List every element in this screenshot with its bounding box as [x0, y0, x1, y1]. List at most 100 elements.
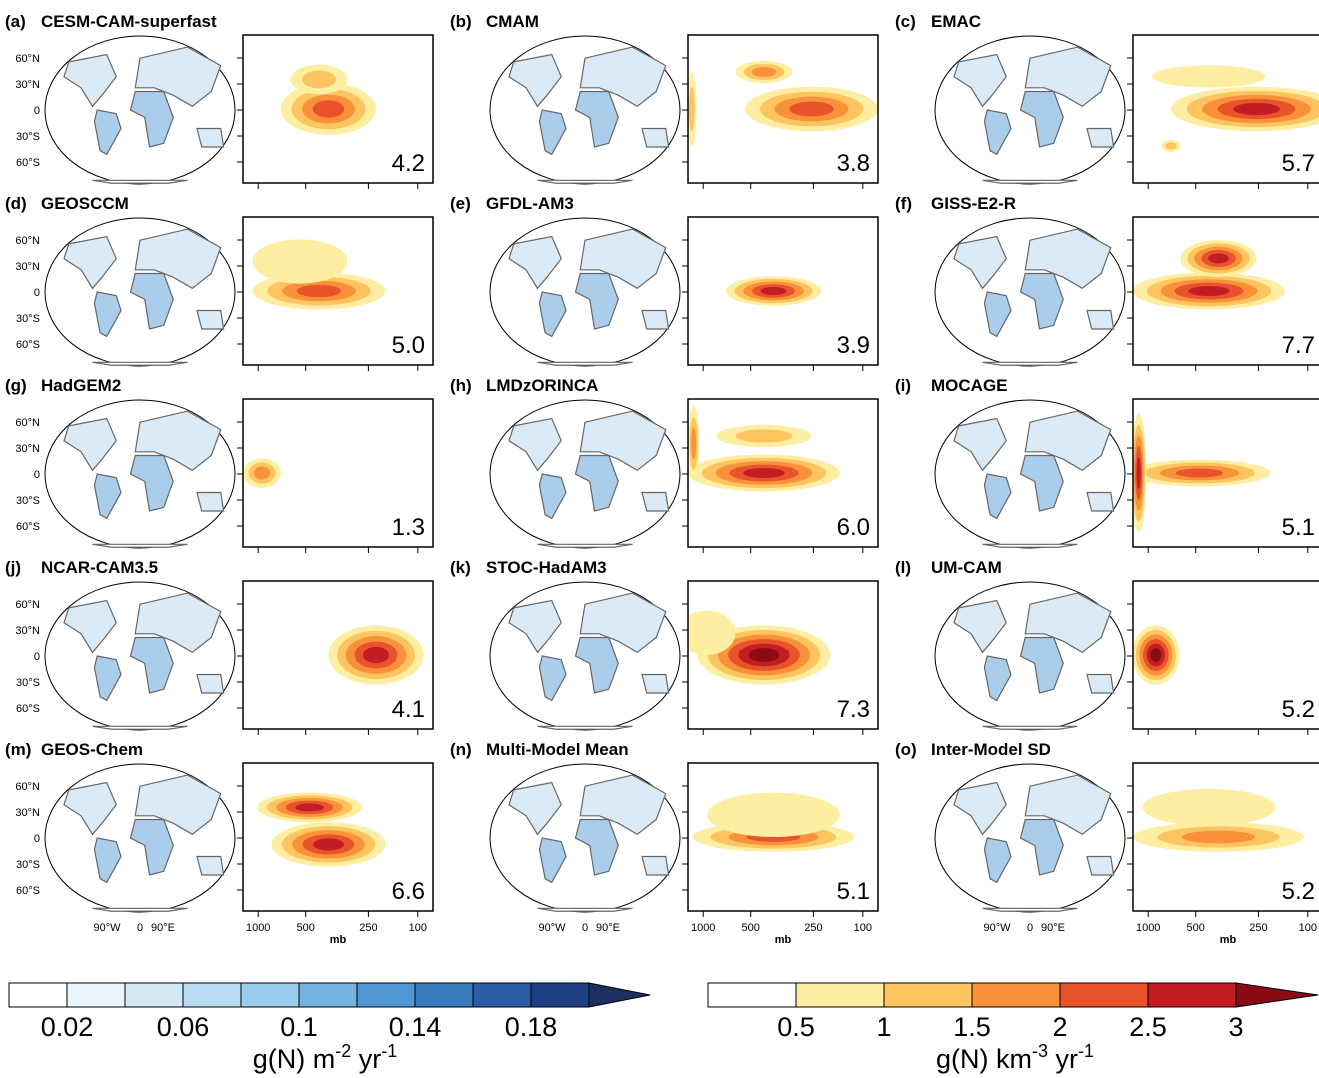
colorbar-box [472, 982, 532, 1008]
continent [508, 781, 562, 836]
panel-label: (g) [5, 376, 27, 395]
contour [1142, 788, 1276, 826]
colorbar-tick: 1.5 [953, 1012, 991, 1042]
colorbar-arrow [1235, 982, 1319, 1008]
lat-label: 30°S [16, 313, 40, 325]
continent [983, 473, 1012, 520]
unit-part: g(N) m [253, 1044, 336, 1074]
contours [688, 610, 831, 685]
continent [579, 46, 667, 108]
lat-label: 30°N [15, 625, 40, 637]
panel-total: 3.8 [837, 150, 870, 177]
continent [983, 291, 1012, 338]
contours [243, 458, 281, 488]
colorbar-tick: 1 [876, 1012, 891, 1042]
lat-label: 60°S [16, 703, 40, 715]
continent [92, 179, 188, 184]
colorbar-box [240, 982, 300, 1008]
plot-frame [1132, 34, 1319, 184]
continent [537, 543, 633, 548]
panel-label: (n) [450, 740, 472, 759]
continent [641, 855, 670, 876]
continent [1024, 774, 1112, 836]
panel-title: CMAM [486, 12, 539, 31]
continent [93, 655, 122, 702]
panel: (o) Inter-Model SD 1000 500 250 100 mb 90°W 0 90°… [895, 740, 1319, 946]
panel: (i) MOCAGE 5.1 [895, 376, 1319, 553]
unit-exp: -3 [1032, 1041, 1048, 1061]
contour [760, 286, 787, 296]
pressure-label: 1000 [691, 922, 715, 934]
lat-label: 30°N [15, 443, 40, 455]
contours [1133, 239, 1285, 310]
panel-total: 5.1 [1282, 514, 1315, 541]
contour [301, 70, 337, 89]
continent [574, 636, 619, 694]
contours [281, 64, 376, 135]
plot-frame [1132, 762, 1319, 912]
continent [196, 309, 225, 330]
panel-label: (m) [5, 740, 31, 759]
pressure-label: 250 [804, 922, 822, 934]
colorbar-box [883, 982, 973, 1008]
continent [1019, 90, 1064, 148]
panel-label: (b) [450, 12, 472, 31]
continent [134, 46, 222, 108]
panel-title: STOC-HadAM3 [486, 558, 607, 577]
continent [92, 725, 188, 730]
continent [92, 543, 188, 548]
plot-frame [687, 216, 879, 366]
continent [1024, 592, 1112, 654]
panel-label: (i) [895, 376, 911, 395]
panel-total: 4.2 [392, 150, 425, 177]
pressure-label: 1000 [246, 922, 270, 934]
colorbar-tick: 0.14 [389, 1012, 442, 1042]
continent [93, 473, 122, 520]
contours [252, 239, 386, 310]
continent [508, 599, 562, 654]
continent [134, 410, 222, 472]
lon-label: 90°W [93, 922, 121, 934]
unit-part: yr [1048, 1044, 1078, 1074]
panel-title: GFDL-AM3 [486, 194, 574, 213]
continent [579, 228, 667, 290]
plot-frame [242, 216, 434, 366]
panel-total: 3.9 [837, 332, 870, 359]
colorbar-box [971, 982, 1061, 1008]
lon-label: 0 [1027, 922, 1033, 934]
lat-label: 60°S [16, 521, 40, 533]
contours [692, 792, 855, 852]
colorbar-tick: 0.5 [777, 1012, 815, 1042]
continent [538, 837, 567, 884]
colorbar-box [414, 982, 474, 1008]
continent [134, 592, 222, 654]
lat-label: 60°S [16, 157, 40, 169]
plot-frame [687, 762, 879, 912]
panel-total: 7.7 [1282, 332, 1315, 359]
panel: (b) CMAM 3.8 [450, 12, 879, 189]
contour [748, 648, 780, 662]
panel-total: 5.7 [1282, 150, 1315, 177]
continent [574, 90, 619, 148]
continent [538, 109, 567, 156]
panel-label: (c) [895, 12, 916, 31]
lat-label: 30°S [16, 495, 40, 507]
panel: (a) CESM-CAM-superfast 60°N 30°N 0 30°S 60°S 4.… [5, 12, 434, 189]
panel-label: (d) [5, 194, 27, 213]
pressure-label: 500 [1187, 922, 1205, 934]
panel-title: GEOS-Chem [41, 740, 143, 759]
lon-label: 90°W [983, 922, 1011, 934]
contour [1188, 285, 1230, 297]
pressure-unit: mb [775, 934, 792, 946]
continent [641, 673, 670, 694]
lat-label: 60°N [15, 53, 40, 65]
continent [63, 599, 117, 654]
unit-exp: -2 [335, 1041, 351, 1061]
panel-title: Inter-Model SD [931, 740, 1051, 759]
panel: (j) NCAR-CAM3.5 60°N 30°N 0 30°S 60°S 4.1 [5, 558, 434, 735]
continent [538, 473, 567, 520]
panel-total: 7.3 [837, 696, 870, 723]
lat-label: 60°N [15, 417, 40, 429]
continent [196, 855, 225, 876]
continent [129, 90, 174, 148]
